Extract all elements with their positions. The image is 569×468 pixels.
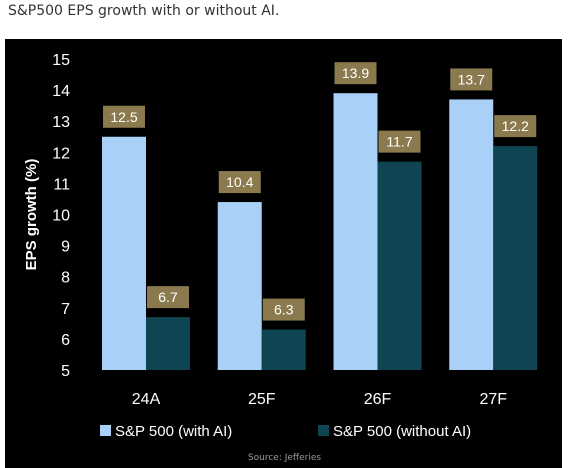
bar-with-ai — [449, 99, 494, 371]
y-tick-label: 5 — [61, 363, 70, 380]
data-label-box — [262, 298, 305, 321]
y-tick-label: 7 — [61, 301, 70, 318]
legend-label-with-ai: S&P 500 (with AI) — [115, 423, 232, 440]
data-label: 13.7 — [458, 71, 485, 87]
eps-growth-chart: EPS growth (%) 5 6 7 8 9 10 11 12 13 14 15 12.5 6.7 24… — [23, 52, 538, 440]
x-tick-label: 24A — [132, 391, 161, 408]
y-tick-label: 8 — [61, 270, 70, 287]
y-axis-label: EPS growth (%) — [23, 159, 40, 271]
y-tick-label: 10 — [52, 208, 70, 225]
source-note: Source: Jefferies — [247, 453, 322, 463]
bar-with-ai — [217, 202, 262, 370]
data-label-box — [103, 105, 145, 128]
page-title: S&P500 EPS growth with or without AI. — [8, 3, 280, 19]
y-tick-label: 9 — [61, 239, 70, 256]
data-label-box — [378, 130, 421, 153]
bar-without-ai — [493, 146, 538, 370]
bar-without-ai — [377, 161, 422, 370]
y-tick-label: 14 — [52, 83, 70, 100]
data-label: 12.2 — [502, 118, 529, 134]
x-tick-label: 26F — [364, 391, 392, 408]
data-label: 6.7 — [158, 289, 178, 305]
legend-label-without-ai: S&P 500 (without AI) — [333, 423, 471, 440]
data-label: 10.4 — [226, 174, 253, 190]
y-tick-label: 6 — [61, 332, 70, 349]
data-label: 12.5 — [110, 109, 137, 125]
y-tick-label: 12 — [52, 145, 70, 162]
data-label-box — [147, 286, 189, 309]
data-label-box — [450, 68, 493, 91]
bar-without-ai — [146, 317, 190, 370]
y-tick-label: 13 — [52, 114, 70, 131]
x-tick-label: 27F — [479, 391, 507, 408]
x-tick-label: 25F — [248, 391, 276, 408]
y-tick-label: 15 — [52, 52, 70, 69]
y-tick-label: 11 — [53, 176, 70, 193]
chart-panel: EPS growth (%) 5 6 7 8 9 10 11 12 13 14 15 12.5 6.7 24… — [5, 39, 562, 468]
data-label: 13.9 — [342, 65, 369, 81]
bar-with-ai — [333, 93, 378, 371]
data-label-box — [218, 171, 261, 194]
data-label-box — [494, 115, 537, 138]
data-label-box — [334, 62, 377, 85]
bar-without-ai — [261, 329, 306, 370]
legend-swatch-without-ai — [318, 425, 329, 436]
bar-with-ai — [102, 136, 146, 370]
data-label: 6.3 — [274, 302, 294, 318]
data-label: 11.7 — [386, 134, 412, 150]
legend-swatch-with-ai — [100, 425, 111, 436]
